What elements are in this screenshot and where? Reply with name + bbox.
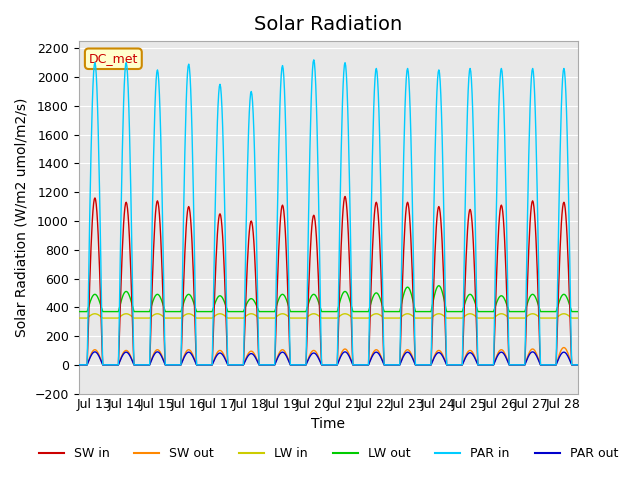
Title: Solar Radiation: Solar Radiation — [254, 15, 403, 34]
Y-axis label: Solar Radiation (W/m2 umol/m2/s): Solar Radiation (W/m2 umol/m2/s) — [15, 97, 29, 337]
X-axis label: Time: Time — [312, 417, 346, 431]
Legend: SW in, SW out, LW in, LW out, PAR in, PAR out: SW in, SW out, LW in, LW out, PAR in, PA… — [34, 442, 623, 465]
Text: DC_met: DC_met — [89, 52, 138, 65]
